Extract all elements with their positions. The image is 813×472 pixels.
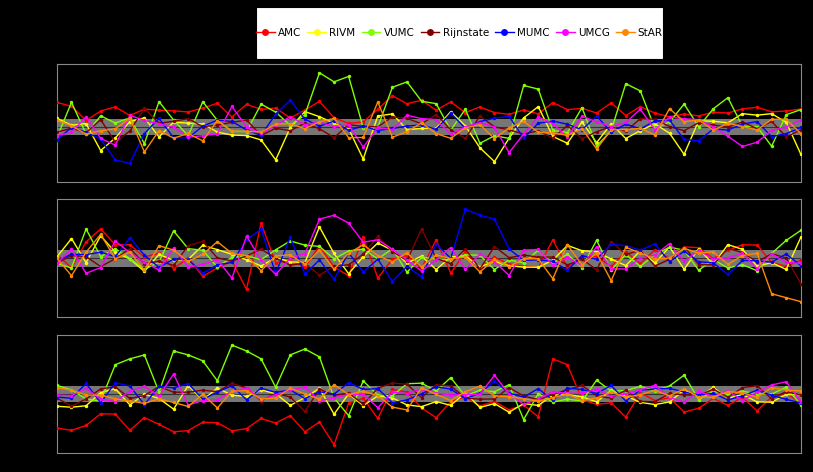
Bar [57,387,801,402]
Bar [57,119,801,135]
Bar [57,250,801,267]
Legend: AMC, RIVM, VUMC, Rijnstate, MUMC, UMCG, StAR: AMC, RIVM, VUMC, Rijnstate, MUMC, UMCG, … [252,24,667,42]
